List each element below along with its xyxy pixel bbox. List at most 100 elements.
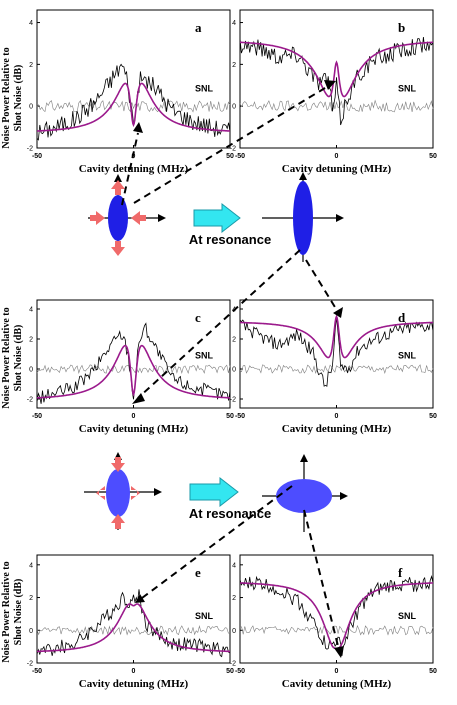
axis-arrowhead <box>300 454 308 462</box>
panel-label: f <box>398 565 403 580</box>
x-tick-label: 0 <box>335 668 339 675</box>
plot-frame <box>36 554 231 664</box>
y-tick-label: 0 <box>232 367 236 374</box>
panel-c: -50 0 50 -2 0 2 4 Cavity detuning (MHz) c SNL <box>27 299 234 435</box>
axis-arrowhead <box>340 492 348 500</box>
squeezed-ellipse-vertical <box>106 469 130 517</box>
connector-a <box>121 132 139 206</box>
y-tick-label: 2 <box>232 595 236 602</box>
panel-label: b <box>398 20 405 35</box>
data-trace <box>239 36 434 126</box>
snl-label: SNL <box>398 351 417 361</box>
arrowhead <box>133 122 143 133</box>
arrowhead <box>324 80 336 90</box>
snl-label: SNL <box>195 351 214 361</box>
axis-arrowhead <box>158 214 166 222</box>
y-tick-label: 2 <box>29 337 33 344</box>
x-tick-label: -50 <box>32 153 42 160</box>
y-tick-label: 0 <box>29 628 33 635</box>
y-tick-label: -2 <box>230 661 236 668</box>
big-right-arrow-icon <box>189 476 239 508</box>
y-tick-label: 4 <box>29 307 33 314</box>
y-tick-label: 2 <box>232 337 236 344</box>
ylabel-line1: Noise Power Relative to <box>1 47 12 148</box>
x-tick-label: -50 <box>235 668 245 675</box>
resonance-label: At resonance <box>189 232 271 247</box>
arrowhead <box>334 646 344 658</box>
squeeze-arrow-left-icon <box>131 211 146 225</box>
connector-arrows <box>121 84 340 651</box>
y-tick-label: 0 <box>232 628 236 635</box>
axis-arrowhead <box>114 174 122 182</box>
panel-label: c <box>195 310 201 325</box>
snl-trace <box>36 625 231 636</box>
x-axis-label: Cavity detuning (MHz) <box>79 678 189 690</box>
squeeze-arrow-right-icon <box>131 486 140 500</box>
x-tick-label: -50 <box>235 153 245 160</box>
y-tick-label: 4 <box>29 20 33 27</box>
snl-label: SNL <box>195 611 214 621</box>
x-tick-label: 0 <box>132 668 136 675</box>
squeeze-arrow-right-icon <box>90 211 105 225</box>
panel-e: -50 0 50-2 0 2 4 Cavity detuning (MHz) e SNL <box>27 554 234 690</box>
squeeze-arrow-down-icon <box>111 457 125 472</box>
y-tick-label: 2 <box>29 62 33 69</box>
fit-curve <box>36 344 231 399</box>
ylabel-line1: Noise Power Relative to <box>1 307 12 408</box>
squeezed-ellipse-elongated <box>293 181 313 255</box>
x-tick-label: 50 <box>226 413 234 420</box>
x-tick-label: -50 <box>235 413 245 420</box>
x-axis-label: Cavity detuning (MHz) <box>79 423 189 435</box>
x-axis-label: Cavity detuning (MHz) <box>282 423 392 435</box>
x-tick-label: 50 <box>429 153 437 160</box>
squeeze-arrow-left-icon <box>96 486 105 500</box>
big-right-arrow-icon <box>193 202 241 234</box>
fit-curve <box>37 603 230 653</box>
x-tick-label: 50 <box>429 668 437 675</box>
data-trace <box>36 589 231 658</box>
y-tick-label: 4 <box>232 562 236 569</box>
axis-arrowhead <box>336 214 344 222</box>
connector-res-f <box>303 509 340 651</box>
connector-a-b <box>133 84 331 204</box>
x-tick-label: 0 <box>335 413 339 420</box>
panel-label: d <box>398 310 406 325</box>
y-tick-label: 0 <box>232 104 236 111</box>
connector-res-d <box>305 259 339 313</box>
panel-label: e <box>195 565 201 580</box>
x-tick-label: 50 <box>226 153 234 160</box>
ylabel-line2: Shot Noise (dB) <box>13 65 24 132</box>
snl-label: SNL <box>195 84 214 94</box>
snl-trace <box>36 99 231 113</box>
squeeze-arrows <box>96 457 140 529</box>
snl-label: SNL <box>398 84 417 94</box>
x-tick-label: 50 <box>226 668 234 675</box>
snl-trace <box>239 364 434 375</box>
x-axis-label: Cavity detuning (MHz) <box>282 678 392 690</box>
panel-b: -50 0 50 -2 0 2 4 Cavity detuning (MHz) b SNL <box>230 9 437 175</box>
fit-curve <box>239 41 434 98</box>
x-tick-label: 0 <box>335 153 339 160</box>
snl-trace <box>36 364 231 375</box>
y-tick-label: -2 <box>230 146 236 153</box>
fit-curve <box>240 314 433 359</box>
arrowhead <box>333 307 343 318</box>
schematic-row-1: At resonance <box>88 172 344 262</box>
y-tick-label: 0 <box>29 104 33 111</box>
x-tick-label: 0 <box>132 413 136 420</box>
snl-label: SNL <box>398 611 417 621</box>
squeeze-arrow-up-icon <box>111 180 125 195</box>
connector-res-c <box>137 249 301 399</box>
arrowhead <box>135 594 145 603</box>
ylabel-line1: Noise Power Relative to <box>1 561 12 662</box>
y-tick-label: 2 <box>232 62 236 69</box>
y-axis-label-middle: Noise Power Relative to Shot Noise (dB) <box>1 307 24 408</box>
x-tick-label: -50 <box>32 413 42 420</box>
squeezed-ellipse-horizontal <box>276 479 332 513</box>
y-tick-label: 4 <box>29 562 33 569</box>
x-tick-label: -50 <box>32 668 42 675</box>
data-trace <box>36 322 231 404</box>
